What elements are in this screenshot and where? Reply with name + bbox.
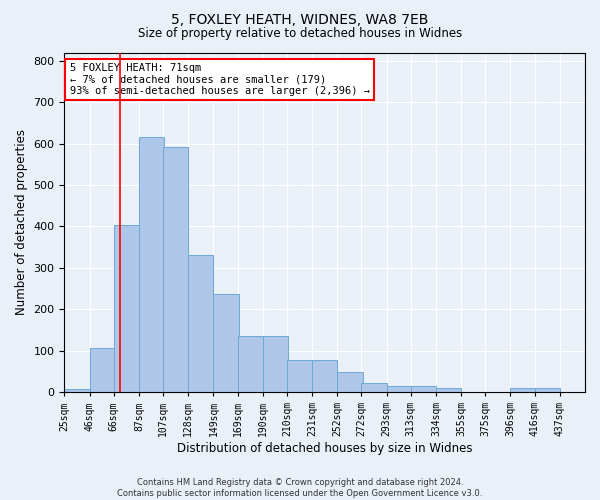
Bar bbox=[238, 336, 263, 392]
Bar bbox=[89, 348, 115, 392]
Bar bbox=[410, 386, 436, 392]
Bar bbox=[113, 225, 139, 392]
Bar bbox=[337, 372, 362, 392]
Bar bbox=[64, 389, 89, 392]
Bar bbox=[312, 360, 337, 392]
Bar bbox=[386, 386, 412, 392]
Text: 5, FOXLEY HEATH, WIDNES, WA8 7EB: 5, FOXLEY HEATH, WIDNES, WA8 7EB bbox=[172, 12, 428, 26]
Bar bbox=[188, 256, 214, 392]
Bar bbox=[361, 383, 386, 392]
Text: 5 FOXLEY HEATH: 71sqm
← 7% of detached houses are smaller (179)
93% of semi-deta: 5 FOXLEY HEATH: 71sqm ← 7% of detached h… bbox=[70, 62, 370, 96]
Y-axis label: Number of detached properties: Number of detached properties bbox=[15, 130, 28, 316]
Text: Contains HM Land Registry data © Crown copyright and database right 2024.
Contai: Contains HM Land Registry data © Crown c… bbox=[118, 478, 482, 498]
Text: Size of property relative to detached houses in Widnes: Size of property relative to detached ho… bbox=[138, 28, 462, 40]
Bar bbox=[511, 388, 536, 392]
Bar bbox=[535, 388, 560, 392]
Bar bbox=[263, 336, 288, 392]
Bar bbox=[436, 388, 461, 392]
Bar bbox=[214, 294, 239, 392]
Bar bbox=[139, 137, 164, 392]
X-axis label: Distribution of detached houses by size in Widnes: Distribution of detached houses by size … bbox=[177, 442, 472, 455]
Bar bbox=[287, 360, 312, 392]
Bar bbox=[163, 148, 188, 392]
